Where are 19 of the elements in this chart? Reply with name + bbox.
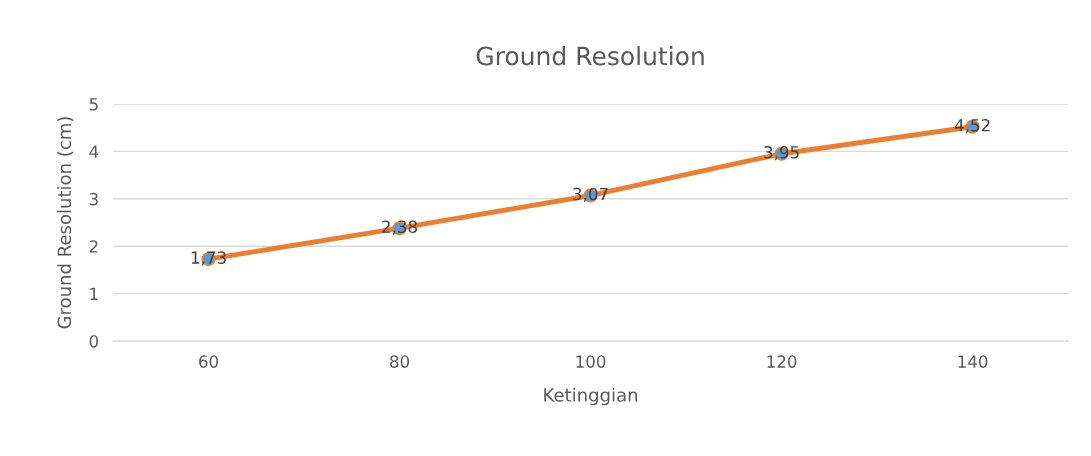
- x-tick-label: 100: [576, 355, 606, 368]
- x-axis-title: Ketinggian: [544, 387, 638, 406]
- y-tick-label: 5: [89, 98, 98, 111]
- y-tick-label: 1: [90, 287, 98, 300]
- y-tick-label: 4: [89, 145, 99, 158]
- data-label: 1,73: [191, 251, 226, 266]
- data-label: 3,95: [764, 145, 799, 161]
- y-tick-label: 2: [89, 240, 98, 253]
- data-label: 2,38: [382, 220, 417, 235]
- x-tick-label: 80: [390, 355, 410, 368]
- x-tick-label: 140: [958, 355, 988, 368]
- x-tick-label: 60: [199, 355, 219, 368]
- y-axis-title: Ground Resolution (cm): [57, 117, 74, 329]
- data-label: 3,07: [573, 187, 608, 203]
- chart-title: Ground Resolution: [476, 46, 704, 66]
- x-tick-label: 120: [767, 355, 797, 368]
- data-label: 4,52: [954, 118, 990, 134]
- y-tick-label: 0: [89, 335, 99, 348]
- y-tick-label: 3: [89, 192, 98, 206]
